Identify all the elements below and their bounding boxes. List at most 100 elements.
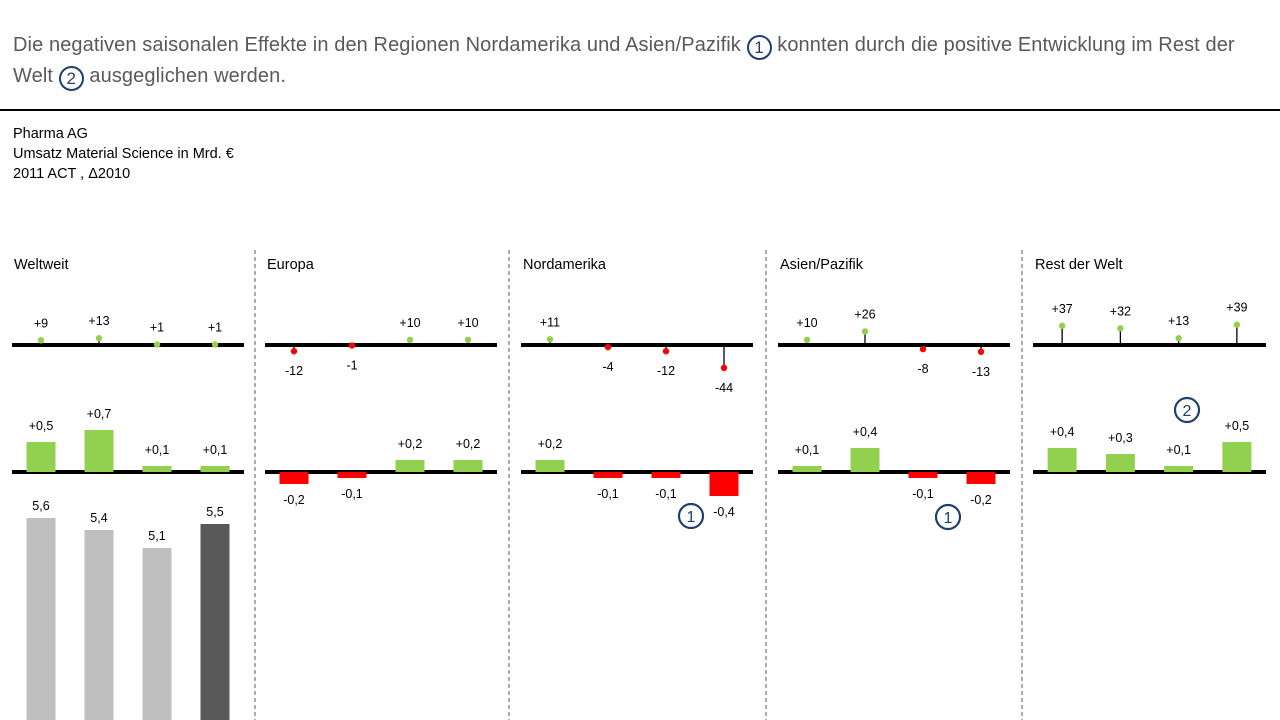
percent-pin-head-1-2	[95, 335, 103, 342]
total-label-1-1: 5,6	[32, 499, 49, 513]
percent-label-5-2: +32	[1110, 304, 1131, 318]
percent-pin-head-5-3	[1175, 335, 1182, 342]
headline-part-2: konnten durch die positive Entwicklung i…	[13, 34, 1235, 87]
headline: Die negativen saisonalen Effekte in den …	[13, 30, 1263, 92]
panel-title-3: Nordamerika	[523, 257, 607, 273]
percent-label-5-1: +37	[1052, 302, 1073, 316]
abs-label-5-1: +0,4	[1050, 425, 1075, 439]
percent-pin-head-3-1	[546, 336, 554, 343]
percent-pin-head-2-4	[464, 336, 472, 343]
abs-label-4-3: -0,1	[912, 487, 934, 501]
percent-pin-head-2-3	[406, 336, 414, 343]
percent-pin-head-5-2	[1117, 325, 1124, 332]
percent-label-5-4: +39	[1226, 301, 1247, 315]
total-bar-1-2	[84, 530, 114, 720]
abs-label-5-3: +0,1	[1166, 443, 1191, 457]
abs-label-2-3: +0,2	[398, 437, 423, 451]
abs-bar-2-3	[395, 460, 425, 472]
percent-label-4-3: -8	[917, 362, 928, 376]
percent-pin-head-1-3	[153, 341, 161, 348]
abs-bar-5-4	[1222, 442, 1252, 472]
measure-label: Umsatz Material Science in Mrd. €	[13, 146, 234, 162]
abs-label-4-1: +0,1	[795, 443, 820, 457]
percent-pin-head-3-2	[604, 343, 612, 351]
reference-marker-label-5: 2	[1183, 403, 1192, 420]
abs-bar-2-4	[453, 460, 483, 472]
percent-label-1-3: +1	[150, 320, 164, 334]
headline-marker-1: 1	[746, 35, 772, 60]
abs-bar-4-1	[792, 466, 822, 472]
abs-bar-5-3	[1164, 466, 1194, 472]
abs-label-3-3: -0,1	[655, 487, 677, 501]
percent-pin-head-3-3	[662, 348, 670, 355]
total-label-1-4: 5,5	[206, 505, 223, 519]
percent-label-1-2: +13	[88, 314, 109, 328]
percent-pin-head-4-3	[919, 345, 927, 353]
reference-marker-label-4: 1	[944, 510, 953, 527]
abs-bar-2-2	[337, 472, 367, 478]
percent-pin-head-3-4	[720, 364, 728, 372]
percent-label-3-4: -44	[715, 381, 733, 395]
percent-pin-head-4-1	[803, 336, 811, 343]
abs-bar-4-3	[908, 472, 938, 478]
abs-label-3-2: -0,1	[597, 487, 619, 501]
headline-part-1: Die negativen saisonalen Effekte in den …	[13, 34, 741, 56]
company-name: Pharma AG	[13, 126, 88, 142]
headline-part-3: ausgeglichen werden.	[89, 65, 286, 87]
percent-pin-head-4-2	[861, 328, 869, 335]
percent-pin-head-2-1	[290, 348, 298, 355]
abs-bar-3-2	[593, 472, 623, 478]
header-rule	[0, 109, 1280, 111]
total-bar-1-1	[26, 518, 56, 720]
percent-label-1-4: +1	[208, 320, 222, 334]
abs-bar-1-1	[26, 442, 56, 472]
percent-label-2-4: +10	[457, 316, 478, 330]
percent-label-2-2: -1	[346, 359, 357, 373]
abs-bar-5-1	[1047, 448, 1077, 472]
abs-label-1-3: +0,1	[145, 443, 170, 457]
percent-label-3-2: -4	[602, 360, 613, 374]
abs-label-4-4: -0,2	[970, 493, 992, 507]
percent-pin-head-5-1	[1058, 322, 1066, 329]
abs-bar-1-3	[142, 466, 172, 472]
abs-label-1-1: +0,5	[29, 419, 54, 433]
reference-marker-4	[934, 503, 962, 531]
abs-label-5-2: +0,3	[1108, 431, 1133, 445]
percent-label-2-3: +10	[399, 316, 420, 330]
abs-bar-1-2	[84, 430, 114, 472]
scenario-label: 2011 ACT , Δ2010	[13, 166, 131, 182]
abs-label-2-1: -0,2	[283, 493, 305, 507]
abs-label-3-4: -0,4	[713, 505, 735, 519]
abs-bar-3-4	[709, 472, 739, 496]
abs-bar-4-4	[966, 472, 996, 484]
chart-meta: Pharma AG Umsatz Material Science in Mrd…	[13, 124, 234, 184]
abs-bar-3-3	[651, 472, 681, 478]
percent-pin-head-4-4	[977, 348, 985, 355]
abs-label-1-2: +0,7	[87, 407, 112, 421]
panel-title-1: Weltweit	[14, 257, 69, 273]
abs-bar-3-1	[535, 460, 565, 472]
panel-title-2: Europa	[267, 257, 315, 273]
percent-label-5-3: +13	[1168, 314, 1189, 328]
reference-marker-3	[677, 502, 705, 530]
percent-label-4-4: -13	[972, 365, 990, 379]
panel-title-4: Asien/Pazifik	[780, 257, 864, 273]
percent-label-4-1: +10	[796, 316, 817, 330]
percent-label-3-3: -12	[657, 364, 675, 378]
percent-label-2-1: -12	[285, 364, 303, 378]
abs-label-5-4: +0,5	[1225, 419, 1250, 433]
abs-bar-5-2	[1105, 454, 1135, 472]
percent-label-3-1: +11	[540, 315, 560, 329]
abs-label-2-2: -0,1	[341, 487, 363, 501]
abs-bar-4-2	[850, 448, 880, 472]
percent-pin-head-5-4	[1233, 321, 1241, 328]
total-label-1-2: 5,4	[90, 511, 107, 525]
total-label-1-3: 5,1	[148, 529, 165, 543]
headline-marker-2: 2	[58, 66, 84, 91]
percent-label-1-1: +9	[34, 316, 48, 330]
abs-bar-2-1	[279, 472, 309, 484]
abs-bar-1-4	[200, 466, 230, 472]
total-bar-1-3	[142, 548, 172, 720]
percent-pin-head-1-1	[37, 337, 45, 344]
